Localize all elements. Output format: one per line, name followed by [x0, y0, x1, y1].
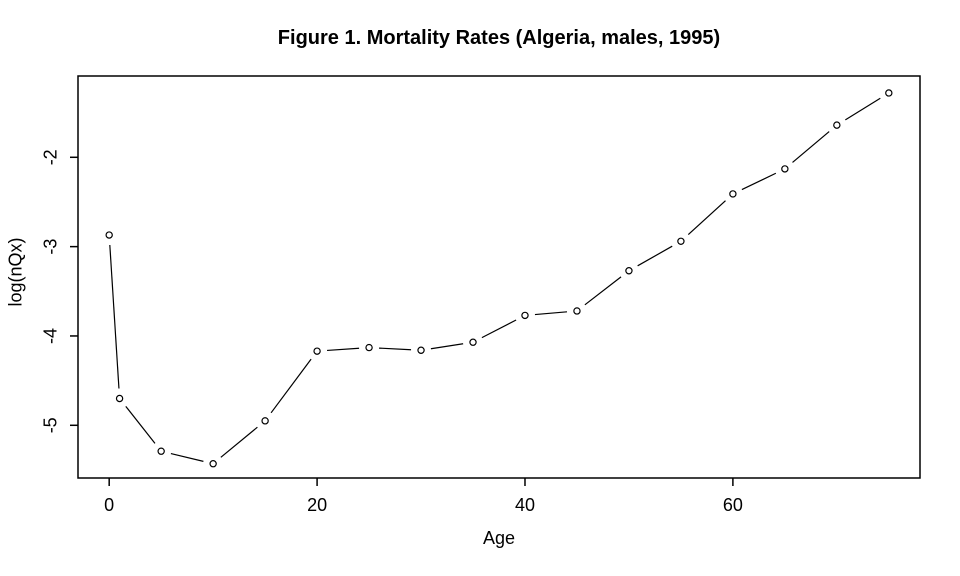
data-point-marker [885, 89, 893, 97]
x-axis-tick-label: 0 [104, 495, 114, 515]
series-segment [327, 347, 360, 352]
series-segment [687, 200, 726, 235]
data-point-marker [573, 307, 581, 315]
data-point-marker [469, 338, 477, 346]
data-point-marker [417, 346, 425, 354]
plot-border [77, 75, 921, 479]
data-point-marker [209, 460, 217, 468]
data-point-marker [729, 190, 737, 198]
data-point-marker [677, 237, 685, 245]
series-segment [220, 426, 258, 458]
series-segment [109, 244, 120, 389]
series-segment [584, 276, 622, 306]
series-segment [845, 97, 881, 121]
data-point-marker [115, 394, 124, 403]
y-axis-tick-label: -2 [40, 149, 60, 165]
series-segment [125, 405, 156, 444]
series-segment [270, 358, 312, 414]
data-point-marker [261, 417, 269, 425]
series-segment [379, 347, 412, 351]
series-segment [534, 311, 568, 316]
data-point-marker [521, 311, 529, 320]
series-segment [430, 343, 464, 350]
x-axis-tick-label: 60 [723, 495, 743, 515]
data-point-marker [365, 343, 373, 352]
series-segment [481, 319, 517, 339]
x-axis-tick-label: 20 [307, 495, 327, 515]
data-point-marker [157, 447, 165, 455]
data-point-marker [625, 267, 633, 275]
series-segment [792, 131, 830, 163]
data-point-marker [833, 121, 841, 129]
series-segment [170, 452, 204, 462]
y-axis-label: log(nQx) [5, 237, 26, 307]
data-point-marker [105, 231, 113, 239]
y-axis-tick-label: -3 [40, 239, 60, 255]
series-segment [637, 245, 673, 267]
y-axis-tick-label: -5 [40, 417, 60, 433]
x-axis-tick-label: 40 [515, 495, 535, 515]
x-axis-label: Age [482, 528, 516, 548]
data-point-marker [781, 165, 789, 173]
series-segment [741, 172, 777, 191]
chart-title: Figure 1. Mortality Rates (Algeria, male… [277, 27, 721, 49]
data-point-marker [313, 347, 321, 355]
y-axis-tick-label: -4 [40, 328, 60, 344]
